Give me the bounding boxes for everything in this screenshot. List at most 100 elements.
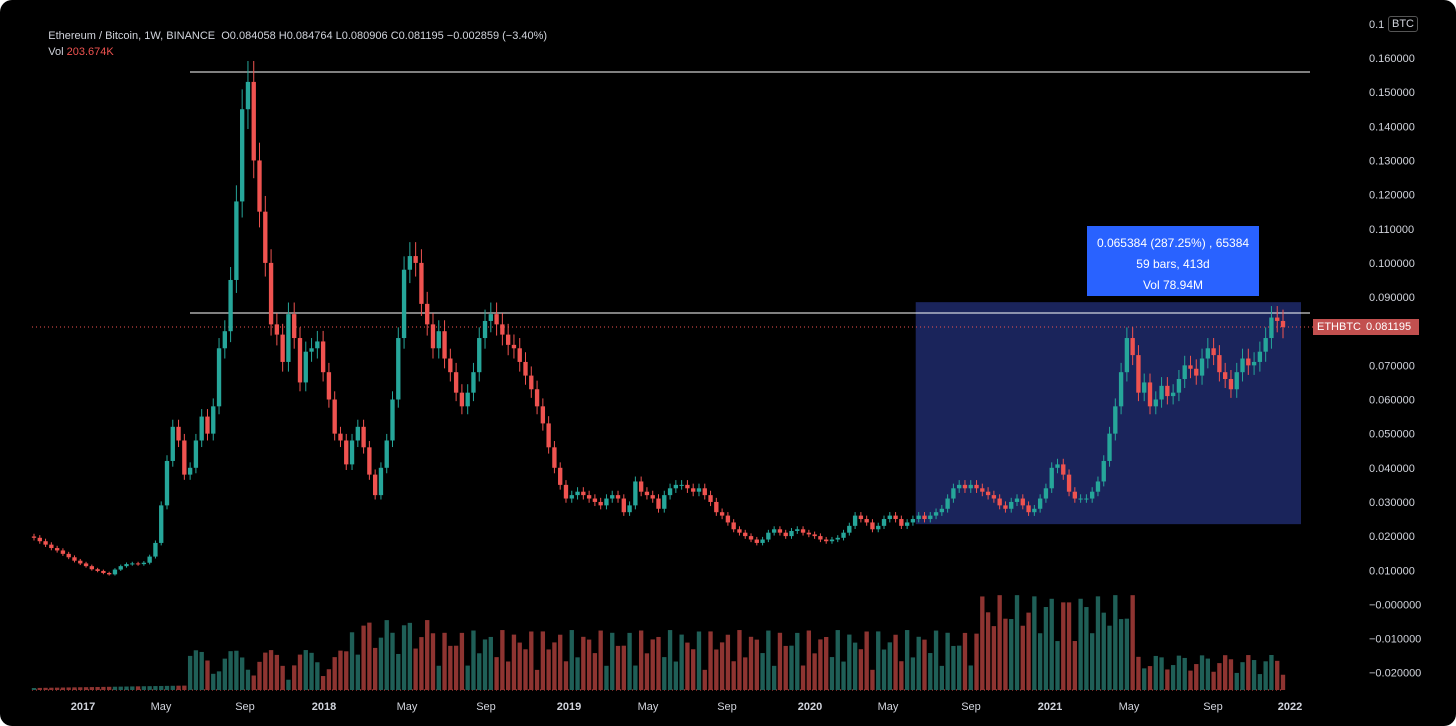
currency-unit-badge[interactable]: BTC bbox=[1388, 16, 1418, 32]
candle-body bbox=[852, 515, 858, 526]
candle-body bbox=[176, 426, 181, 441]
candle-body bbox=[933, 512, 939, 516]
volume-bar bbox=[1223, 655, 1228, 690]
candle-body bbox=[164, 460, 170, 506]
volume-bar bbox=[31, 688, 37, 690]
volume-bar bbox=[1170, 665, 1176, 690]
volume-bar bbox=[667, 630, 673, 690]
volume-bar bbox=[766, 630, 771, 690]
volume-bar bbox=[743, 657, 748, 690]
x-tick-label: 2019 bbox=[557, 701, 581, 713]
candle-body bbox=[49, 544, 54, 549]
candle-body bbox=[795, 529, 800, 531]
candle-body bbox=[985, 491, 991, 496]
volume-label: Vol bbox=[48, 46, 64, 58]
candle-body bbox=[459, 392, 465, 407]
candle-body bbox=[540, 406, 546, 424]
volume-bar bbox=[228, 651, 233, 690]
volume-bar bbox=[216, 671, 222, 690]
candle-body bbox=[829, 539, 835, 542]
volume-bar bbox=[783, 645, 788, 690]
volume-bar bbox=[719, 642, 725, 690]
candle-body bbox=[939, 508, 945, 513]
volume-bar bbox=[876, 631, 881, 690]
volume-bar bbox=[159, 685, 164, 690]
candle-body bbox=[384, 440, 389, 468]
candle-body bbox=[592, 498, 598, 502]
volume-bar bbox=[107, 686, 112, 690]
legend-title: Ethereum / Bitcoin, 1W, BINANCE bbox=[48, 30, 216, 42]
candle-body bbox=[401, 269, 407, 339]
volume-bar bbox=[1037, 633, 1043, 690]
volume-bar bbox=[164, 685, 170, 690]
volume-bar bbox=[662, 657, 667, 690]
candle-body bbox=[904, 522, 910, 526]
candle-body bbox=[1118, 372, 1124, 407]
candle-body bbox=[326, 372, 332, 400]
volume-bar bbox=[1240, 662, 1245, 690]
volume-bar bbox=[714, 649, 719, 690]
volume-bar bbox=[546, 649, 551, 690]
candle-body bbox=[211, 406, 216, 434]
candle-body bbox=[1003, 505, 1008, 509]
candle-body bbox=[465, 392, 470, 407]
volume-bar bbox=[841, 661, 846, 690]
candle-body bbox=[1188, 365, 1193, 369]
candle-body bbox=[89, 566, 94, 570]
volume-bar bbox=[1217, 663, 1222, 690]
candle-body bbox=[66, 553, 71, 558]
volume-bar bbox=[812, 653, 817, 690]
volume-bar bbox=[182, 685, 187, 690]
volume-bar bbox=[1176, 655, 1182, 690]
volume-bar bbox=[847, 634, 852, 690]
volume-bar bbox=[829, 657, 835, 690]
volume-bar bbox=[1078, 598, 1083, 690]
volume-bar bbox=[957, 645, 962, 690]
volume-bar bbox=[529, 631, 534, 690]
volume-bar bbox=[130, 686, 135, 690]
candle-body bbox=[777, 529, 783, 533]
candle-body bbox=[268, 262, 274, 325]
volume-bar bbox=[916, 636, 921, 690]
volume-bar bbox=[893, 634, 898, 690]
candle-body bbox=[1257, 351, 1263, 362]
candle-body bbox=[436, 331, 441, 349]
volume-bar bbox=[858, 649, 864, 690]
candle-body bbox=[662, 495, 667, 509]
x-tick-label: Sep bbox=[961, 701, 981, 713]
volume-bar bbox=[1107, 625, 1112, 690]
legend-close: C0.081195 bbox=[390, 30, 444, 42]
candle-body bbox=[187, 467, 193, 475]
volume-bar bbox=[344, 651, 349, 690]
candle-body bbox=[847, 525, 852, 533]
candle-body bbox=[922, 515, 927, 520]
candle-body bbox=[1275, 317, 1280, 321]
candle-body bbox=[824, 539, 829, 542]
volume-bar bbox=[488, 636, 493, 690]
y-tick-label: 0.140000 bbox=[1369, 121, 1415, 133]
candle-body bbox=[315, 341, 320, 349]
volume-bar bbox=[702, 669, 707, 690]
volume-bar bbox=[604, 665, 609, 690]
volume-bar bbox=[939, 665, 945, 690]
volume-bar bbox=[286, 679, 291, 690]
candle-body bbox=[442, 331, 447, 359]
volume-bar bbox=[1275, 660, 1280, 690]
volume-bar bbox=[292, 665, 297, 690]
y-tick-label: 0.160000 bbox=[1369, 53, 1415, 65]
candle-body bbox=[361, 426, 366, 448]
volume-bar bbox=[1136, 656, 1141, 690]
candle-body bbox=[1159, 385, 1164, 400]
candle-body bbox=[1043, 488, 1049, 499]
volume-bar bbox=[118, 686, 123, 690]
candle-body bbox=[991, 495, 997, 499]
volume-bar bbox=[453, 645, 459, 690]
volume-bar bbox=[419, 637, 424, 690]
volume-bar bbox=[974, 633, 979, 690]
candle-body bbox=[280, 334, 285, 362]
candle-body bbox=[234, 201, 239, 280]
candle-body bbox=[702, 488, 707, 496]
candle-body bbox=[60, 550, 66, 554]
candle-body bbox=[858, 515, 864, 520]
